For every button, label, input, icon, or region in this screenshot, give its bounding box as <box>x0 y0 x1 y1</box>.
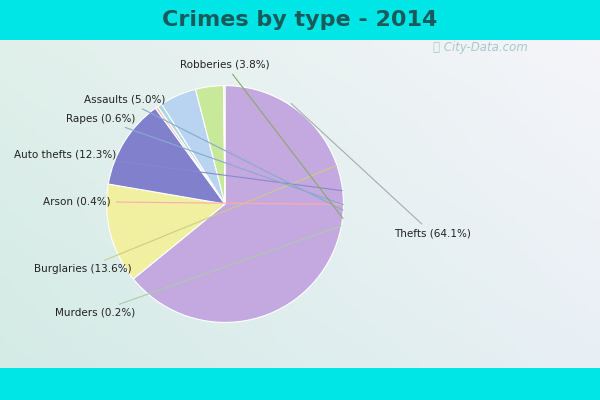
Text: Murders (0.2%): Murders (0.2%) <box>55 226 341 318</box>
Text: Rapes (0.6%): Rapes (0.6%) <box>66 114 343 204</box>
Text: Assaults (5.0%): Assaults (5.0%) <box>83 95 343 210</box>
Wedge shape <box>158 104 225 204</box>
Text: Crimes by type - 2014: Crimes by type - 2014 <box>163 10 437 30</box>
Text: Robberies (3.8%): Robberies (3.8%) <box>180 59 343 218</box>
Wedge shape <box>108 108 225 204</box>
Wedge shape <box>196 86 225 204</box>
Text: Auto thefts (12.3%): Auto thefts (12.3%) <box>14 149 343 191</box>
Wedge shape <box>224 86 225 204</box>
Wedge shape <box>133 86 343 322</box>
Text: Thefts (64.1%): Thefts (64.1%) <box>291 104 470 239</box>
Text: Arson (0.4%): Arson (0.4%) <box>43 197 343 207</box>
Wedge shape <box>107 184 225 279</box>
Wedge shape <box>155 106 225 204</box>
Wedge shape <box>161 89 225 204</box>
Text: ⓘ City-Data.com: ⓘ City-Data.com <box>433 42 527 54</box>
Text: Burglaries (13.6%): Burglaries (13.6%) <box>34 166 337 274</box>
